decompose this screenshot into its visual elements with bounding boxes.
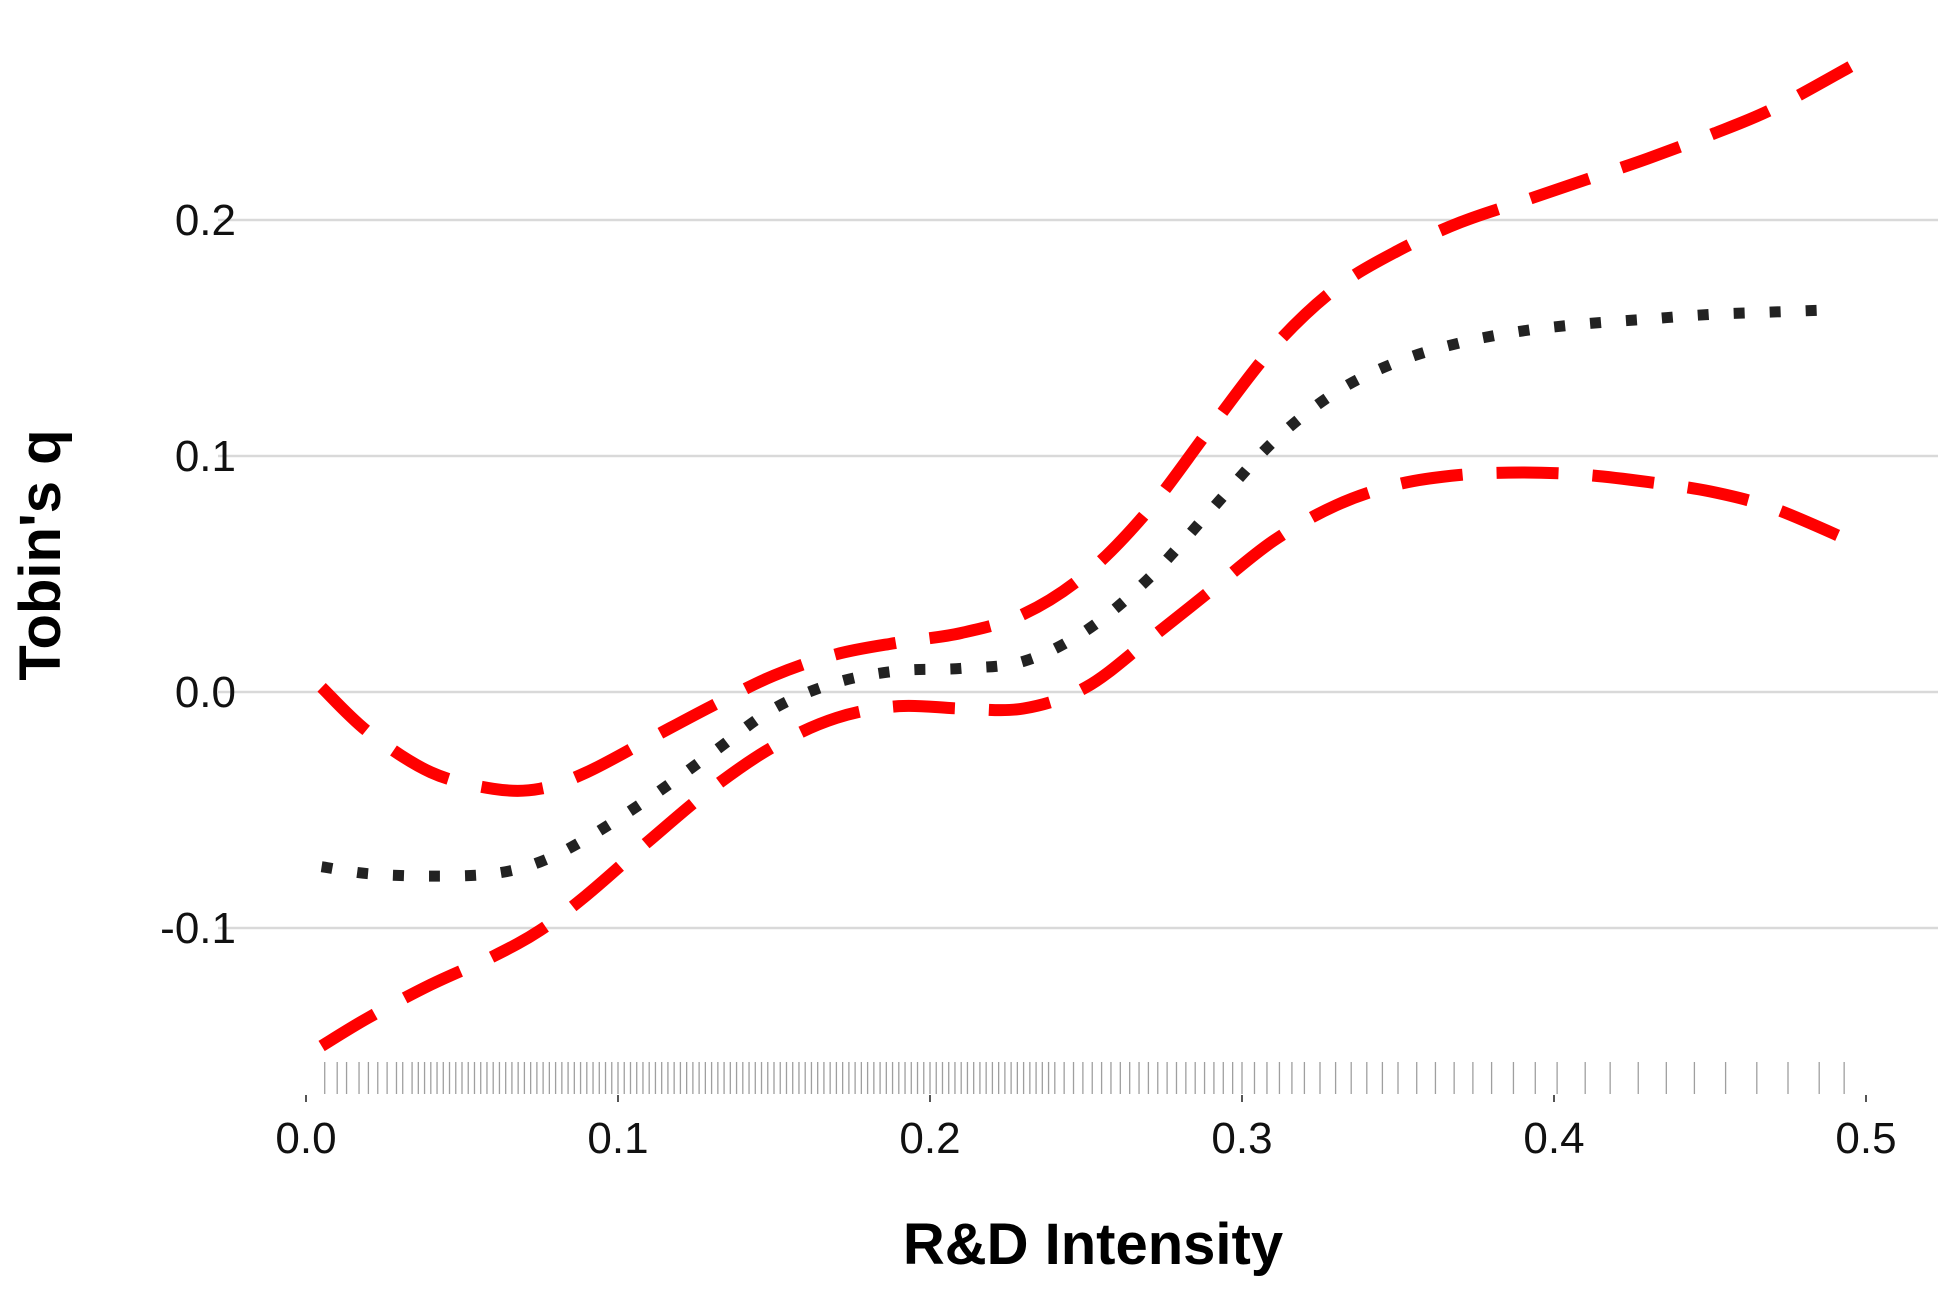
y-tick-label: -0.1 [160,904,236,953]
gridlines [218,218,1938,930]
lower-bound-line [318,466,1853,1052]
x-tick-label: 0.2 [899,1114,960,1163]
y-tick-label: 0.0 [175,668,236,717]
x-tick-label: 0.3 [1211,1114,1272,1163]
x-tick-label: 0.5 [1835,1114,1896,1163]
x-tick-label: 0.1 [587,1114,648,1163]
estimate-line [320,304,1836,882]
y-tick-label: 0.1 [175,432,236,481]
x-tick-label: 0.0 [275,1114,336,1163]
y-axis-title: Tobin's q [8,429,73,680]
y-tick-label: 0.2 [175,196,236,245]
upper-bound-line [317,61,1854,797]
axes: -0.1 0.0 0.1 0.2 0.0 0.1 0.2 0.3 0.4 0.5 [160,196,1896,1163]
series-lines [317,61,1854,1052]
x-axis-title: R&D Intensity [903,1212,1283,1277]
x-tick-label: 0.4 [1523,1114,1584,1163]
rug-marks [324,1062,1845,1094]
